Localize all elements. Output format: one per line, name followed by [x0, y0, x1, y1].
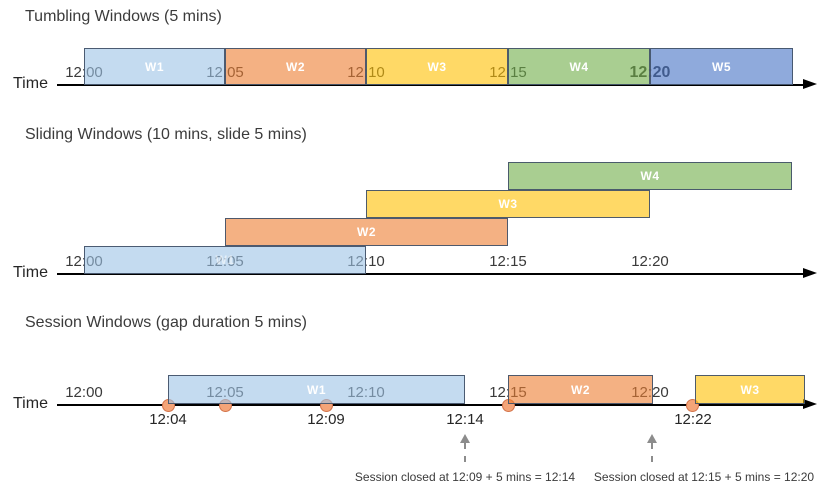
time-axis-line — [57, 273, 807, 275]
window-label: W2 — [571, 382, 590, 397]
section-title-session: Session Windows (gap duration 5 mins) — [25, 314, 307, 331]
event-time-label: 12:04 — [149, 411, 187, 428]
tick-label-sliding: 12:15 — [489, 253, 527, 270]
section-title-sliding: Sliding Windows (10 mins, slide 5 mins) — [25, 126, 307, 143]
window-box-sliding-w4: W4 — [508, 162, 792, 190]
window-box-tumbling-w1: W1 — [84, 48, 225, 85]
axis-arrowhead-icon — [803, 268, 817, 278]
window-label: W1 — [215, 253, 235, 267]
event-time-label: 12:22 — [674, 411, 712, 428]
section-title-tumbling: Tumbling Windows (5 mins) — [25, 8, 222, 25]
window-label: W3 — [427, 59, 447, 74]
window-box-session-w1: W1 — [168, 375, 465, 404]
window-box-session-w2: W2 — [508, 375, 653, 404]
arrow-up-head — [647, 434, 657, 443]
time-axis-line — [57, 84, 807, 86]
arrow-up-head — [460, 434, 470, 443]
window-label: W3 — [740, 382, 760, 397]
tick-label-sliding: 12:20 — [631, 253, 669, 270]
window-label: W2 — [286, 59, 305, 74]
window-box-tumbling-w3: W3 — [366, 48, 508, 85]
event-time-label: 12:09 — [307, 411, 345, 428]
callout-arrow-icon — [647, 434, 657, 462]
window-box-session-w3: W3 — [695, 375, 805, 404]
session-closed-annotation: Session closed at 12:15 + 5 mins = 12:20 — [593, 470, 815, 484]
time-axis-label: Time — [13, 75, 48, 92]
window-label: W4 — [569, 59, 589, 74]
window-label: W1 — [145, 59, 164, 74]
window-label: W4 — [640, 169, 660, 183]
window-box-tumbling-w2: W2 — [225, 48, 366, 85]
window-box-sliding-w2: W2 — [225, 218, 508, 246]
window-label: W1 — [307, 382, 326, 397]
axis-arrowhead-icon — [803, 79, 817, 89]
time-axis-label: Time — [13, 395, 48, 412]
tick-label-session: 12:00 — [65, 384, 103, 401]
arrow-dashed-line — [651, 443, 653, 462]
window-label: W2 — [357, 225, 376, 239]
window-box-tumbling-w4: W4 — [508, 48, 650, 85]
window-label: W5 — [712, 59, 731, 74]
window-box-sliding-w3: W3 — [366, 190, 650, 218]
arrow-dashed-line — [464, 443, 466, 462]
event-time-label: 12:14 — [446, 411, 484, 428]
window-label: W3 — [498, 197, 518, 211]
time-axis-line — [57, 404, 807, 406]
callout-arrow-icon — [460, 434, 470, 462]
axis-arrowhead-icon — [803, 399, 817, 409]
window-box-sliding-w1: W1 — [84, 246, 366, 274]
time-axis-label: Time — [13, 264, 48, 281]
window-box-tumbling-w5: W5 — [650, 48, 793, 85]
session-closed-annotation: Session closed at 12:09 + 5 mins = 12:14 — [354, 470, 576, 484]
